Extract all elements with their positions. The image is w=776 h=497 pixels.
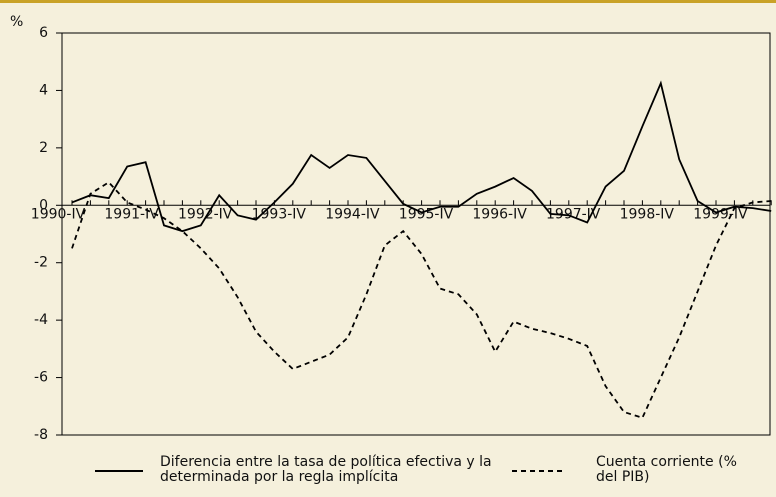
legend-label: Diferencia entre la tasa de política efe… — [160, 454, 492, 485]
y-tick-label: -6 — [34, 370, 48, 386]
y-tick-label: 2 — [39, 140, 48, 156]
y-tick-label: 6 — [39, 25, 48, 41]
y-tick-label: -2 — [34, 255, 48, 271]
y-tick-label: 0 — [39, 197, 48, 213]
y-tick-label: -8 — [34, 427, 48, 443]
x-tick-label: 1993-IV — [252, 206, 307, 222]
x-tick-label: 1995-IV — [399, 206, 454, 222]
x-tick-label: 1994-IV — [325, 206, 380, 222]
y-tick-label: -4 — [34, 312, 48, 328]
x-tick-label: 1992-IV — [178, 206, 233, 222]
plot-frame — [61, 32, 771, 436]
legend-label: Cuenta corriente (% del PIB) — [596, 454, 737, 485]
y-axis-label: % — [10, 14, 23, 30]
x-tick-label: 1991-IV — [104, 206, 159, 222]
y-tick-label: 4 — [39, 82, 48, 98]
data-line — [71, 80, 772, 233]
x-tick-label: 1990-IV — [31, 206, 86, 222]
x-tick-label: 1998-IV — [620, 206, 675, 222]
top-border — [0, 0, 776, 3]
x-tick-label: 1997-IV — [546, 206, 601, 222]
data-line — [71, 181, 772, 419]
x-tick-label: 1996-IV — [472, 206, 527, 222]
x-tick-label: 1999-IV — [693, 206, 748, 222]
